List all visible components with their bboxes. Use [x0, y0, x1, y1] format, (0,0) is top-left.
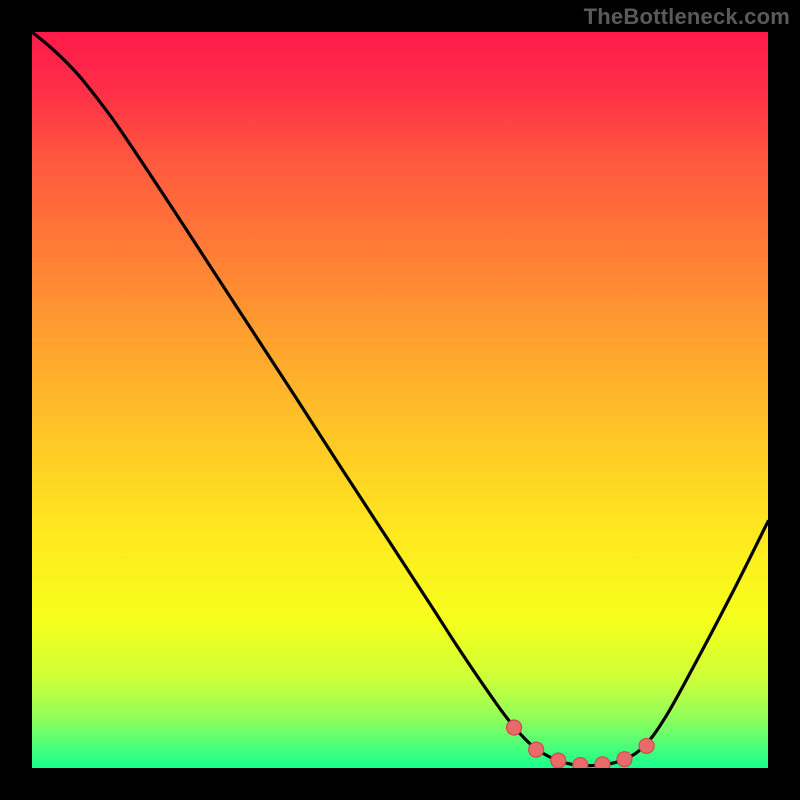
chart-container: TheBottleneck.com — [0, 0, 800, 800]
watermark-text: TheBottleneck.com — [584, 4, 790, 30]
marker-dot — [529, 742, 544, 757]
marker-dot — [617, 752, 632, 767]
marker-dot — [507, 720, 522, 735]
marker-dot — [551, 753, 566, 768]
plot-background — [32, 32, 768, 768]
bottleneck-chart — [0, 0, 800, 800]
marker-dot — [639, 738, 654, 753]
